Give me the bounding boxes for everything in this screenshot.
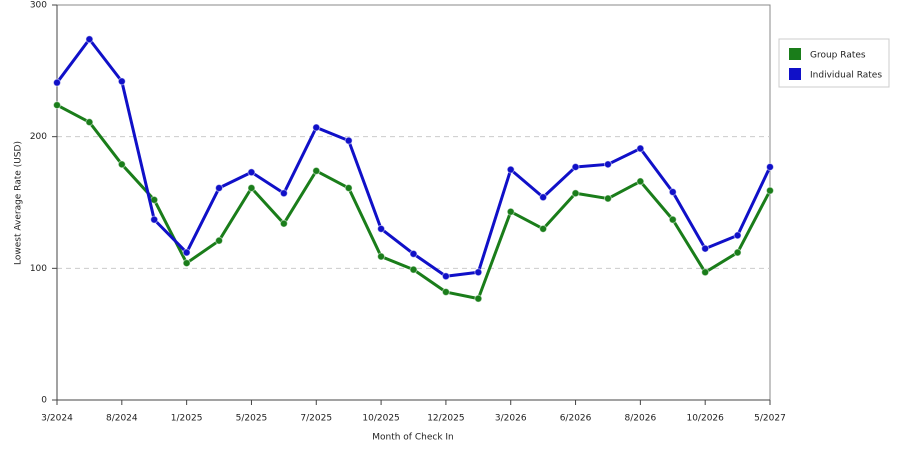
data-point: [182, 248, 191, 257]
data-point: [506, 165, 515, 174]
data-point: [603, 160, 612, 169]
x-tick-label: 10/2025: [362, 414, 399, 424]
data-point: [312, 166, 321, 175]
data-point: [603, 194, 612, 203]
data-point: [636, 144, 645, 153]
x-tick-label: 10/2026: [686, 414, 724, 424]
x-tick-label: 3/2024: [41, 414, 73, 424]
data-point: [701, 268, 710, 277]
y-axis-label: Lowest Average Rate (USD): [14, 141, 24, 265]
data-point: [85, 118, 94, 127]
y-tick-label: 300: [30, 1, 47, 11]
x-tick-label: 6/2026: [560, 414, 592, 424]
y-tick-label: 0: [41, 396, 47, 406]
data-point: [571, 189, 580, 198]
data-point: [117, 77, 126, 86]
y-tick-label: 200: [30, 132, 47, 142]
data-point: [247, 168, 256, 177]
data-point: [474, 268, 483, 277]
x-tick-label: 8/2024: [106, 414, 138, 424]
data-point: [279, 219, 288, 228]
x-tick-label: 5/2027: [754, 414, 786, 424]
data-point: [409, 249, 418, 258]
data-point: [150, 215, 159, 224]
data-point: [733, 248, 742, 257]
data-point: [733, 231, 742, 240]
legend-swatch: [789, 48, 801, 60]
data-point: [312, 123, 321, 132]
x-tick-label: 7/2025: [300, 414, 332, 424]
plot-frame: [56, 4, 771, 401]
legend-swatch: [789, 68, 801, 80]
data-point: [377, 224, 386, 233]
data-point: [409, 265, 418, 274]
data-point: [215, 236, 224, 245]
data-point: [636, 177, 645, 186]
data-point: [182, 259, 191, 268]
data-point: [474, 294, 483, 303]
data-point: [766, 186, 774, 195]
legend-label: Individual Rates: [810, 71, 882, 81]
data-point: [53, 101, 61, 110]
x-tick-label: 5/2025: [236, 414, 268, 424]
data-point: [215, 184, 224, 193]
data-point: [344, 184, 353, 193]
series-line: [55, 37, 772, 278]
legend-label: Group Rates: [810, 51, 866, 61]
data-point: [247, 184, 256, 193]
data-point: [441, 272, 450, 281]
data-point: [279, 189, 288, 198]
legend: Group Rates Individual Rates: [778, 38, 890, 88]
data-point: [668, 215, 677, 224]
data-point: [85, 35, 94, 44]
data-point: [701, 244, 710, 253]
x-axis-label: Month of Check In: [372, 433, 454, 443]
data-point: [344, 136, 353, 145]
data-point: [571, 162, 580, 171]
x-tick-label: 1/2025: [171, 414, 203, 424]
data-point: [117, 160, 126, 169]
x-tick-label: 12/2025: [427, 414, 464, 424]
y-tick-label: 100: [30, 264, 47, 274]
x-tick-label: 3/2026: [495, 414, 527, 424]
data-point: [150, 195, 159, 204]
data-point: [766, 162, 774, 171]
data-point: [539, 224, 548, 233]
data-point: [668, 187, 677, 196]
data-point: [377, 252, 386, 261]
data-point: [539, 193, 548, 202]
data-point: [506, 207, 515, 216]
data-point: [53, 78, 61, 87]
data-point: [441, 288, 450, 297]
x-tick-label: 8/2026: [625, 414, 657, 424]
